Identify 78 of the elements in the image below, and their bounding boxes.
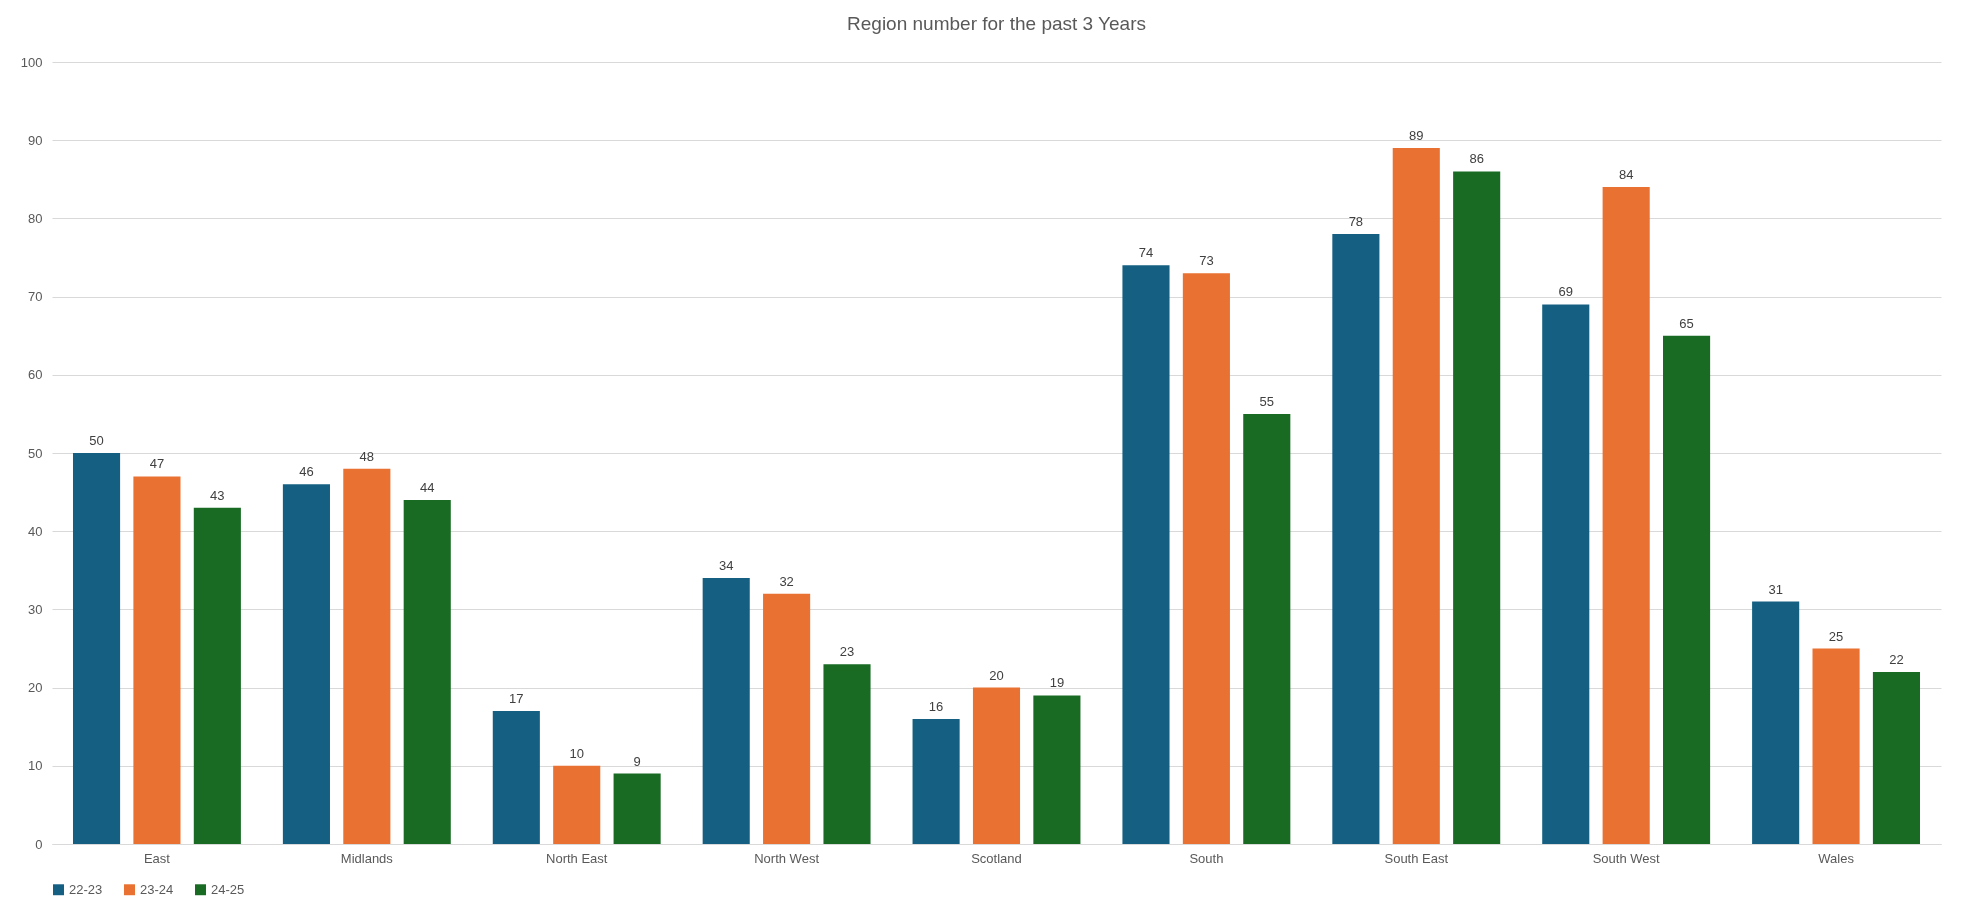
bar <box>1542 304 1590 844</box>
y-tick-label: 0 <box>35 836 43 852</box>
data-label: 22 <box>1889 651 1904 667</box>
bar <box>1872 671 1921 844</box>
data-label: 44 <box>420 479 435 495</box>
bar <box>1602 187 1650 844</box>
bar <box>1332 234 1380 844</box>
bar <box>553 765 601 844</box>
data-label: 65 <box>1679 315 1694 331</box>
data-label: 73 <box>1199 253 1214 269</box>
x-tick-label: Scotland <box>971 850 1022 866</box>
bar <box>912 718 960 844</box>
data-label: 43 <box>210 487 225 503</box>
data-label: 78 <box>1348 214 1364 230</box>
x-tick-label: South <box>1189 850 1224 866</box>
data-label: 84 <box>1618 167 1634 183</box>
bar <box>133 476 181 844</box>
y-tick-label: 70 <box>28 289 43 305</box>
bar <box>972 687 1021 844</box>
data-label: 50 <box>89 433 104 448</box>
y-tick-label: 20 <box>28 680 43 696</box>
chart-title: Region number for the past 3 Years <box>847 13 1146 34</box>
bar <box>1812 648 1860 844</box>
y-tick-label: 40 <box>28 523 43 539</box>
bar <box>343 468 391 844</box>
x-tick-label: North East <box>546 850 608 866</box>
data-label: 9 <box>633 753 641 769</box>
data-label: 19 <box>1049 675 1065 691</box>
x-tick-label: North West <box>754 850 820 866</box>
data-label: 89 <box>1409 128 1424 144</box>
data-label: 17 <box>509 691 524 707</box>
y-tick-label: 100 <box>20 54 43 70</box>
data-label: 86 <box>1469 151 1484 167</box>
bar <box>72 453 121 844</box>
y-tick-label: 50 <box>28 445 43 461</box>
y-tick-label: 10 <box>28 758 43 774</box>
bar <box>1663 335 1711 844</box>
data-label: 10 <box>569 745 584 761</box>
y-tick-label: 60 <box>28 367 43 383</box>
data-label: 20 <box>989 667 1004 683</box>
y-tick-label: 30 <box>28 601 43 617</box>
bar <box>702 578 750 844</box>
data-label: 32 <box>779 573 794 589</box>
bar <box>613 773 661 844</box>
bar <box>823 664 871 844</box>
data-label: 25 <box>1828 628 1844 644</box>
data-label: 34 <box>718 558 734 574</box>
y-tick-label: 80 <box>28 210 43 226</box>
data-label: 74 <box>1138 245 1154 261</box>
data-label: 48 <box>359 448 375 464</box>
data-label: 69 <box>1558 284 1573 300</box>
bar <box>193 507 241 844</box>
x-tick-label: East <box>143 850 171 866</box>
data-label: 55 <box>1259 393 1275 409</box>
x-tick-label: South West <box>1592 850 1661 866</box>
bar <box>1243 413 1291 844</box>
x-tick-label: Wales <box>1818 850 1855 866</box>
y-tick-label: 90 <box>28 132 43 148</box>
bar <box>403 499 451 844</box>
bar <box>1182 273 1230 844</box>
bar <box>492 711 540 844</box>
data-label: 47 <box>149 456 165 472</box>
legend-label: 24-25 <box>211 881 245 897</box>
data-label: 31 <box>1768 581 1783 597</box>
bar <box>1453 171 1501 844</box>
bar <box>1122 265 1170 844</box>
bar <box>763 593 811 844</box>
legend-label: 22-23 <box>69 881 103 897</box>
x-tick-label: Midlands <box>340 850 394 866</box>
legend-label: 23-24 <box>140 881 174 897</box>
x-tick-label: South East <box>1384 850 1449 866</box>
bar <box>1033 695 1081 844</box>
data-label: 23 <box>839 644 855 660</box>
data-label: 46 <box>299 464 314 480</box>
bar <box>282 484 330 844</box>
bar <box>1392 148 1440 844</box>
data-label: 16 <box>928 698 944 714</box>
bar <box>1752 601 1800 844</box>
